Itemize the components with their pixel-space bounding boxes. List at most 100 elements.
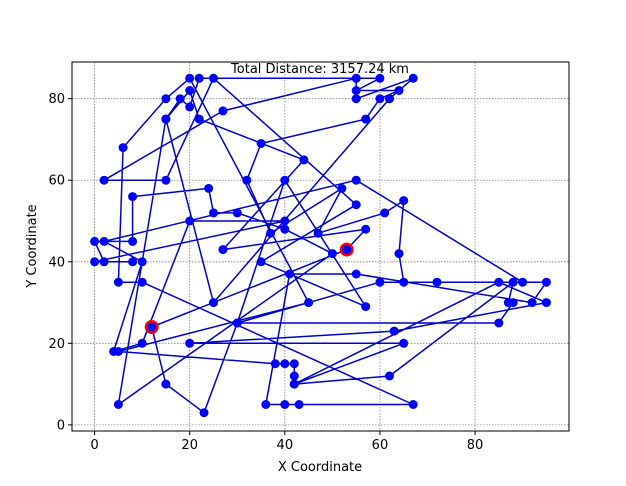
- city-point: [280, 216, 290, 226]
- city-point: [313, 228, 323, 238]
- chart-title: Total Distance: 3157.24 km: [230, 62, 409, 77]
- city-point: [218, 106, 228, 116]
- city-point: [289, 379, 299, 389]
- city-point: [113, 400, 123, 409]
- city-point: [399, 338, 409, 348]
- city-point: [128, 192, 138, 202]
- city-point: [280, 224, 290, 234]
- city-point: [137, 257, 147, 267]
- city-point: [375, 94, 385, 104]
- plot-area-frame: [71, 61, 570, 432]
- city-point: [351, 94, 361, 104]
- city-point: [380, 208, 390, 218]
- city-point: [408, 73, 418, 83]
- city-point: [128, 236, 138, 246]
- city-point: [361, 114, 371, 124]
- city-point: [432, 277, 442, 287]
- city-point: [289, 359, 299, 369]
- city-point: [99, 175, 109, 185]
- city-point: [118, 143, 128, 153]
- city-point: [175, 94, 185, 104]
- y-tick-label: 80: [48, 92, 65, 107]
- city-point: [109, 347, 119, 356]
- city-point: [351, 175, 361, 185]
- city-point: [508, 298, 518, 308]
- city-point: [161, 114, 171, 124]
- city-point: [261, 400, 271, 409]
- city-point: [270, 359, 280, 369]
- city-point: [541, 298, 551, 308]
- x-tick-label: 40: [277, 438, 294, 453]
- city-point: [385, 94, 394, 104]
- city-point: [280, 175, 290, 185]
- grid-lines: [72, 62, 569, 431]
- x-tick-label: 80: [467, 438, 484, 453]
- city-point: [194, 73, 204, 83]
- city-point: [508, 277, 518, 287]
- city-point: [99, 236, 109, 246]
- city-point: [161, 379, 171, 389]
- city-point: [185, 73, 195, 83]
- city-point: [351, 86, 361, 95]
- city-point: [351, 200, 361, 210]
- city-point: [394, 86, 404, 95]
- city-point: [385, 371, 394, 381]
- x-tick-label: 0: [90, 438, 98, 453]
- city-point: [342, 245, 352, 255]
- city-point: [185, 338, 195, 348]
- city-points: [90, 73, 551, 418]
- city-point: [209, 208, 218, 218]
- city-point: [399, 277, 409, 287]
- y-tick-label: 20: [48, 337, 65, 352]
- x-tick-label: 60: [372, 438, 389, 453]
- city-point: [113, 277, 123, 287]
- city-point: [137, 338, 147, 348]
- city-point: [185, 102, 195, 112]
- city-point: [185, 86, 195, 95]
- city-point: [375, 277, 385, 287]
- city-point: [389, 326, 399, 336]
- city-point: [147, 322, 157, 332]
- city-point: [518, 277, 528, 287]
- city-point: [375, 73, 385, 83]
- city-point: [294, 400, 304, 409]
- city-point: [280, 359, 290, 369]
- city-point: [137, 277, 147, 287]
- y-tick-label: 40: [48, 255, 65, 270]
- city-point: [99, 257, 109, 267]
- city-point: [527, 298, 537, 308]
- city-point: [494, 318, 504, 328]
- y-tick-label: 60: [48, 174, 65, 189]
- city-point: [327, 249, 337, 259]
- city-point: [209, 73, 218, 83]
- x-tick-label: 20: [181, 438, 198, 453]
- city-point: [361, 302, 371, 312]
- city-point: [304, 298, 314, 308]
- city-point: [337, 183, 347, 193]
- city-point: [266, 228, 276, 238]
- y-tick-label: 0: [57, 418, 65, 433]
- city-point: [361, 224, 371, 234]
- city-point: [232, 318, 242, 328]
- city-point: [494, 277, 504, 287]
- city-point: [199, 408, 209, 418]
- city-point: [242, 175, 252, 185]
- city-point: [161, 94, 171, 104]
- city-point: [394, 249, 404, 259]
- city-point: [399, 196, 409, 206]
- city-point: [256, 257, 266, 267]
- city-point: [541, 277, 551, 287]
- city-point: [128, 257, 138, 267]
- city-point: [256, 139, 266, 148]
- city-point: [194, 114, 204, 124]
- city-point: [218, 245, 228, 255]
- city-point: [232, 208, 242, 218]
- city-point: [351, 73, 361, 83]
- city-point: [299, 155, 309, 165]
- city-point: [161, 175, 171, 185]
- city-point: [90, 236, 100, 246]
- city-point: [408, 400, 418, 409]
- city-point: [351, 269, 361, 279]
- x-axis-title: X Coordinate: [278, 460, 362, 475]
